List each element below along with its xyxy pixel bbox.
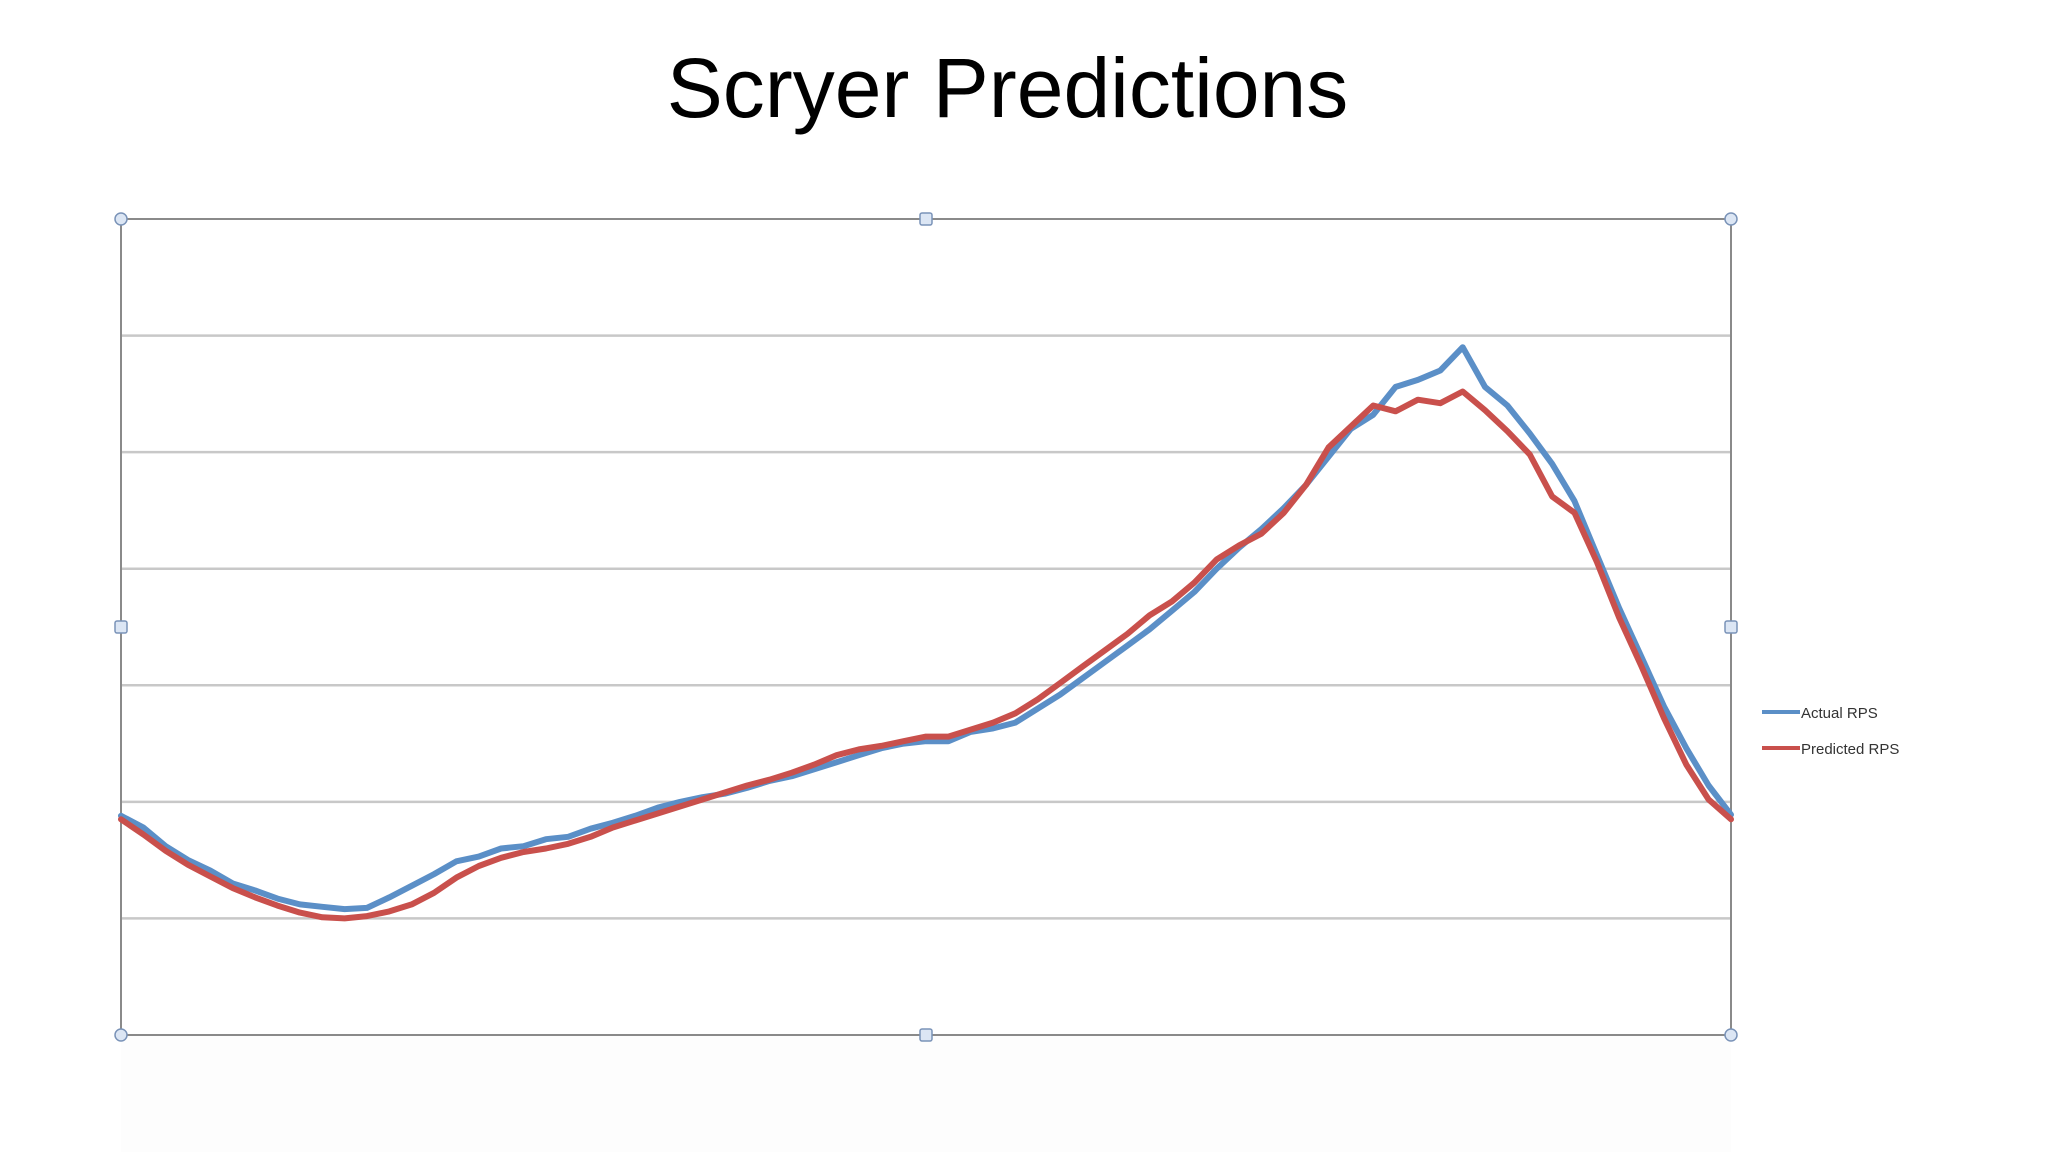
resize-handle[interactable]	[1724, 1028, 1738, 1042]
resize-handle[interactable]	[1724, 620, 1738, 634]
resize-handle[interactable]	[1724, 212, 1738, 226]
legend: Actual RPS Predicted RPS	[1762, 705, 1899, 758]
resize-handle[interactable]	[114, 212, 128, 226]
series-line-actual-rps	[118, 344, 1734, 913]
resize-handle[interactable]	[919, 1028, 933, 1042]
series-lines	[118, 344, 1734, 922]
grid-lines	[121, 334, 1731, 920]
selection-handles[interactable]	[114, 212, 1738, 1042]
legend-label-actual: Actual RPS	[1801, 705, 1878, 722]
series-line-predicted-rps	[118, 388, 1734, 922]
resize-handle[interactable]	[114, 1028, 128, 1042]
resize-handle[interactable]	[919, 212, 933, 226]
plot-background	[121, 219, 1731, 1035]
resize-handle[interactable]	[114, 620, 128, 634]
slide-title: Scryer Predictions	[666, 41, 1349, 135]
plot-bottom-panel	[121, 1035, 1731, 1152]
legend-label-predicted: Predicted RPS	[1801, 741, 1899, 758]
